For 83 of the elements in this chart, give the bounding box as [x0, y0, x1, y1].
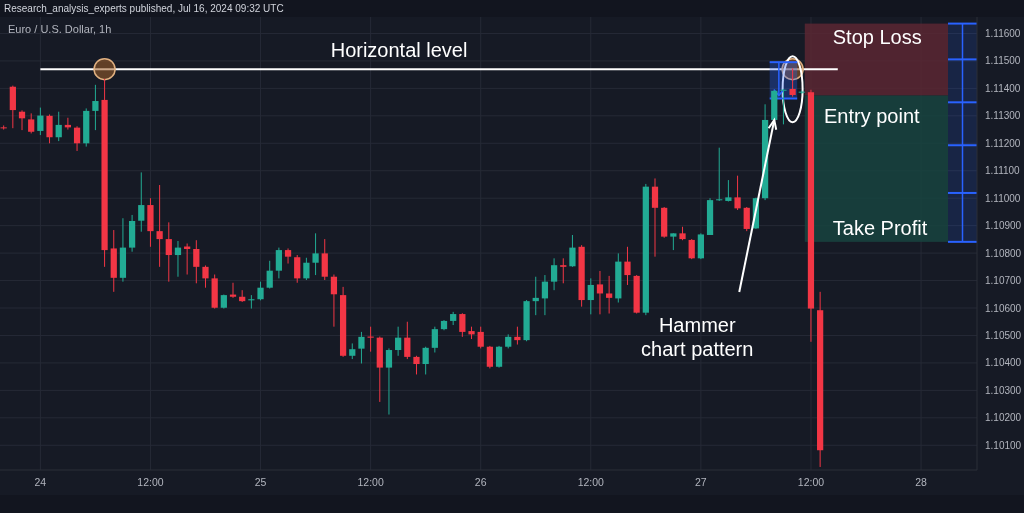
y-tick-label: 1.10100 [985, 439, 1022, 451]
x-tick-label: 12:00 [137, 476, 164, 488]
candlestick [165, 221, 172, 283]
candlestick [651, 177, 659, 258]
candlestick [367, 326, 374, 353]
candlestick [92, 84, 99, 131]
candlestick [780, 88, 787, 125]
candlestick [303, 257, 310, 281]
candlestick [9, 85, 16, 129]
candlestick [46, 113, 53, 144]
annotation: Entry point [823, 104, 920, 127]
y-tick-label: 1.11000 [985, 192, 1021, 204]
y-tick-label: 1.11600 [985, 27, 1021, 39]
x-tick-label: 25 [254, 476, 267, 488]
candlestick [431, 326, 438, 353]
candlestick [275, 247, 282, 279]
text: Euro / U.S. Dollar, 1h [8, 23, 112, 35]
candlestick [541, 274, 549, 316]
candlestick [28, 112, 35, 134]
y-tick-label: 1.10600 [985, 302, 1022, 314]
candlestick [606, 275, 613, 315]
candlestick [37, 107, 44, 136]
text: Research_analysis_experts published, Jul 16, 2024 09:32 UTC [4, 3, 284, 14]
x-tick-label: 27 [695, 476, 707, 488]
y-tick-label: 1.11500 [985, 55, 1021, 67]
y-tick-label: 1.10400 [985, 357, 1022, 369]
candlestick [789, 67, 796, 98]
y-tick-label: 1.10900 [985, 220, 1022, 232]
candlestick [330, 274, 338, 328]
y-tick-label: 1.10300 [985, 384, 1022, 396]
candlestick [202, 264, 209, 289]
y-tick-label: 1.10200 [985, 412, 1022, 424]
candlestick [495, 345, 503, 369]
candlestick [294, 254, 301, 284]
x-tick-label: 24 [34, 476, 47, 488]
candlestick [156, 184, 163, 268]
candlestick [596, 270, 604, 315]
candlestick [477, 326, 484, 349]
candlestick [73, 125, 81, 152]
candlestick [688, 238, 695, 260]
band-label: Stop Loss [832, 25, 922, 48]
candlestick [734, 175, 741, 211]
candlestick [385, 347, 393, 416]
y-tick-label: 1.11400 [985, 82, 1021, 94]
candlestick [413, 355, 420, 375]
candlestick [266, 260, 273, 290]
x-tick-label: 28 [915, 476, 928, 488]
candlestick [321, 238, 328, 281]
candlestick [358, 331, 365, 364]
candlestick [560, 257, 567, 284]
y-tick-label: 1.11200 [985, 137, 1021, 149]
candlestick [174, 240, 182, 278]
y-tick-label: 1.11100 [985, 165, 1021, 177]
candlestick [257, 281, 264, 301]
candlestick [569, 234, 576, 268]
candlestick [486, 345, 493, 369]
x-tick-label: 26 [474, 476, 487, 488]
candlestick [284, 247, 292, 265]
candlestick [138, 171, 145, 233]
candlestick [550, 257, 558, 291]
candlestick [312, 232, 319, 276]
x-tick-label: 12:00 [577, 476, 605, 488]
y-tick-label: 1.11300 [985, 110, 1021, 122]
candlestick [587, 277, 594, 315]
candlestick [395, 326, 402, 357]
candlestick [193, 239, 200, 284]
band-label: Take Profit [832, 216, 928, 239]
candlestick [697, 232, 704, 260]
candlestick [0, 124, 7, 131]
candlestick [624, 246, 631, 286]
y-tick-label: 1.10700 [985, 275, 1022, 287]
x-tick-label: 12:00 [797, 476, 825, 488]
candlestick [459, 312, 466, 338]
y-tick-label: 1.10500 [985, 329, 1022, 341]
candlestick [55, 111, 62, 142]
candlestick [743, 206, 750, 232]
annotation: Hammer chart pattern [641, 313, 754, 360]
ref-line-label: Horizontal level [330, 39, 468, 62]
x-tick-label: 12:00 [357, 476, 384, 488]
y-tick-label: 1.10800 [985, 247, 1022, 259]
candlestick [716, 147, 723, 202]
candlestick [404, 321, 411, 360]
candlestick [422, 346, 429, 375]
